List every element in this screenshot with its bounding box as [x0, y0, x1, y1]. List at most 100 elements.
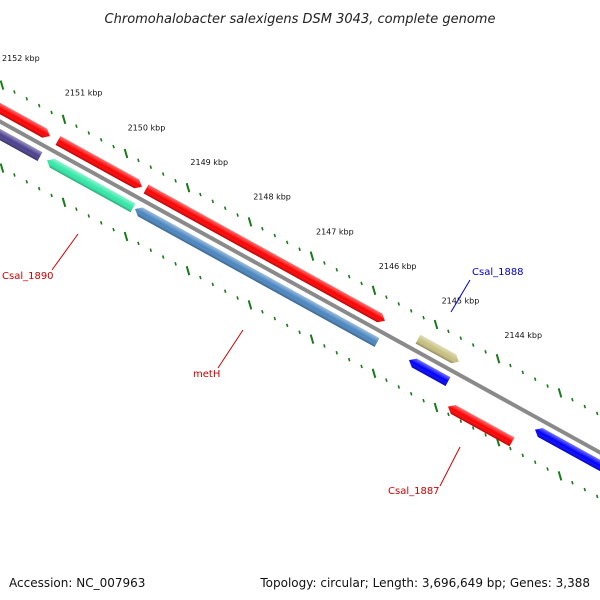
- gene-label: metH: [193, 369, 220, 380]
- topology-text: Topology: circular; Length: 3,696,649 bp…: [260, 576, 590, 590]
- inner-tick-mark: [13, 173, 16, 177]
- inner-tick-mark: [347, 357, 351, 362]
- inner-tick-mark: [199, 275, 202, 280]
- outer-tick-mark: [161, 172, 165, 176]
- inner-tick-mark: [50, 193, 53, 198]
- gene-arrow: [143, 184, 385, 323]
- outer-tick-mark: [112, 144, 115, 149]
- genome-backbone: [0, 119, 600, 455]
- gene-labels: Csal_1890 metH Csal_1888 Csal_1887: [2, 233, 524, 497]
- inner-tick-mark: [595, 494, 599, 499]
- outer-tick-mark: [50, 110, 53, 115]
- gene-arrow-csal_1887: [448, 405, 515, 447]
- outer-tick-mark: [261, 226, 264, 231]
- outer-tick-mark: [223, 206, 227, 211]
- tick-label: 2148 kbp: [253, 193, 291, 202]
- inner-tick-mark: [149, 248, 153, 253]
- inner-tick-mark: [247, 300, 253, 310]
- gene-label: Csal_1888: [472, 267, 524, 278]
- inner-tick-mark: [323, 344, 326, 348]
- tick-label: 2147 kbp: [316, 227, 354, 236]
- tick-label: 2149 kbp: [190, 158, 228, 167]
- outer-tick-mark: [335, 267, 339, 272]
- inner-tick-mark: [223, 289, 227, 294]
- gene-arrow: [0, 93, 50, 138]
- outer-tick-mark: [137, 158, 140, 163]
- outer-tick-mark: [123, 148, 129, 159]
- outer-tick-mark: [385, 295, 388, 299]
- inner-tick-mark: [557, 471, 563, 481]
- outer-tick-mark: [557, 388, 563, 398]
- inner-tick-mark: [87, 214, 91, 218]
- inner-tick-mark: [360, 364, 363, 369]
- outer-tick-mark: [285, 240, 289, 245]
- inner-tick-mark: [25, 179, 29, 184]
- inner-tick-mark: [236, 296, 239, 300]
- inner-tick-mark: [61, 197, 67, 208]
- inner-tick-mark: [185, 265, 191, 276]
- gene-arrow: [0, 122, 43, 161]
- outer-tick-mark: [471, 343, 475, 347]
- gene-arrow: [535, 428, 600, 479]
- outer-tick-mark: [422, 315, 425, 320]
- outer-tick-mark: [174, 179, 177, 183]
- outer-tick-mark: [87, 131, 91, 135]
- outer-tick-mark: [273, 233, 277, 238]
- outer-tick-mark: [495, 353, 501, 364]
- outer-tick-mark: [546, 384, 549, 388]
- outer-tick-mark: [13, 90, 16, 94]
- accession-text: Accession: NC_007963: [9, 576, 146, 590]
- outer-tick-mark: [309, 251, 315, 261]
- gene-label: Csal_1890: [2, 271, 54, 282]
- inner-tick-track: [0, 163, 599, 499]
- outer-tick-mark: [397, 302, 401, 306]
- tick-label: 2150 kbp: [128, 123, 166, 132]
- outer-tick-mark: [459, 336, 463, 340]
- tick-label: 2146 kbp: [379, 262, 417, 271]
- inner-tick-mark: [161, 255, 165, 259]
- gene-arrow-csal_1890: [47, 158, 136, 213]
- tick-labels: 2152 kbp 2151 kbp 2150 kbp 2149 kbp 2148 kbp…: [2, 54, 542, 340]
- gene-arrow-meth: [135, 207, 380, 347]
- tick-label: 2152 kbp: [2, 54, 40, 63]
- inner-tick-mark: [509, 446, 512, 451]
- gene-arrow-csal_1888: [415, 334, 459, 364]
- gene-leader-line: [51, 233, 79, 271]
- outer-tick-mark: [583, 404, 587, 409]
- inner-tick-mark: [471, 426, 475, 430]
- outer-tick-mark: [199, 192, 202, 197]
- outer-tick-mark: [37, 103, 41, 108]
- outer-tick-mark: [371, 285, 377, 296]
- inner-tick-mark: [261, 309, 264, 314]
- outer-tick-mark: [484, 350, 487, 354]
- outer-tick-mark: [533, 377, 537, 382]
- outer-tick-mark: [571, 397, 574, 402]
- outer-tick-mark: [521, 370, 525, 375]
- inner-tick-mark: [99, 220, 103, 225]
- inner-tick-mark: [385, 378, 388, 382]
- inner-tick-mark: [371, 368, 377, 379]
- outer-tick-mark: [247, 217, 253, 227]
- outer-tick-mark: [61, 114, 67, 125]
- inner-tick-mark: [533, 460, 537, 465]
- inner-tick-mark: [75, 207, 78, 211]
- outer-tick-mark: [323, 261, 326, 265]
- outer-tick-mark: [298, 247, 301, 252]
- gene-leader-line: [450, 279, 471, 313]
- inner-tick-mark: [112, 227, 115, 232]
- tick-label: 2145 kbp: [442, 297, 480, 306]
- gene-label: Csal_1887: [388, 486, 440, 497]
- inner-tick-mark: [123, 231, 129, 242]
- tick-label: 2144 kbp: [504, 331, 542, 340]
- inner-tick-mark: [397, 385, 401, 389]
- outer-tick-mark: [99, 137, 103, 142]
- gene-arrow: [55, 136, 142, 189]
- gene-arrow: [409, 358, 451, 386]
- outer-tick-mark: [0, 80, 5, 90]
- inner-tick-mark: [0, 163, 5, 173]
- map-title: Chromohalobacter salexigens DSM 3043, co…: [105, 12, 496, 27]
- inner-tick-mark: [137, 241, 140, 246]
- inner-tick-mark: [422, 398, 425, 403]
- inner-tick-mark: [335, 350, 339, 355]
